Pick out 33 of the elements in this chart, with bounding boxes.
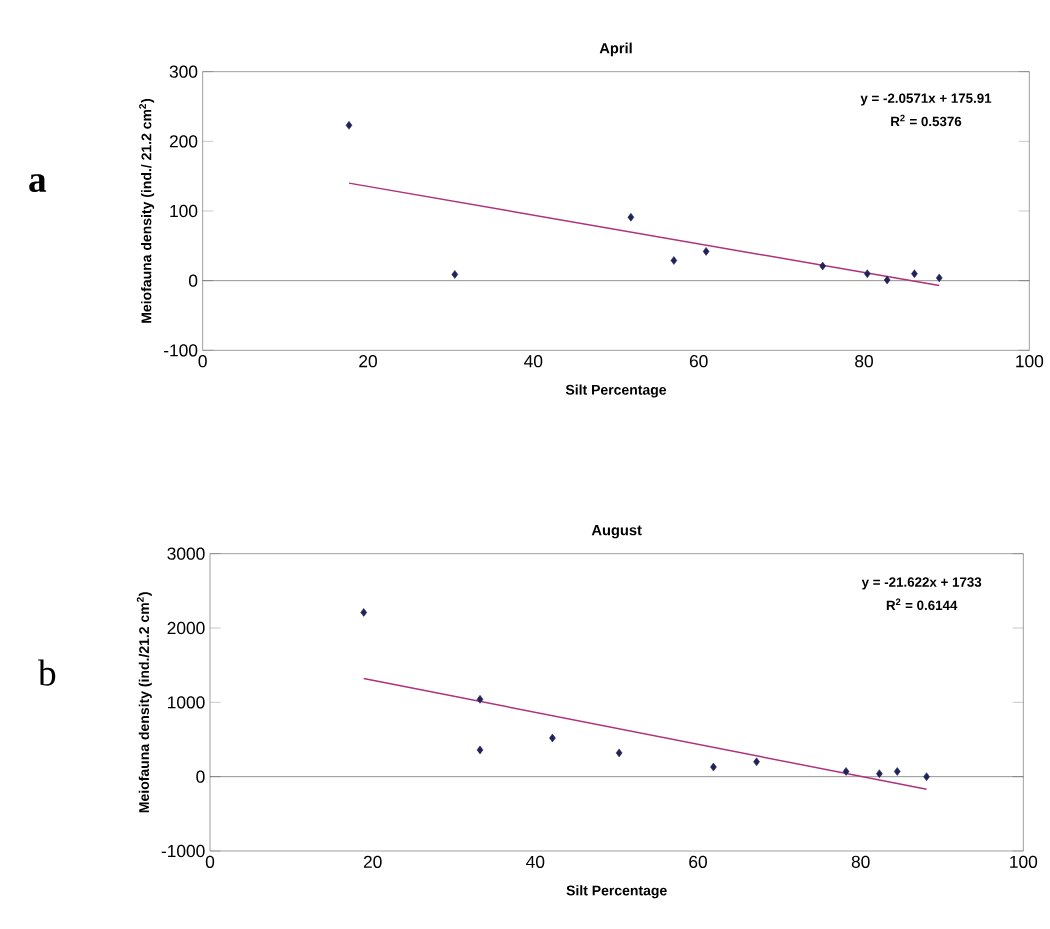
x-axis-title: Silt Percentage xyxy=(566,885,667,899)
x-tick-label: 20 xyxy=(363,855,382,868)
x-tick-label: 100 xyxy=(1010,855,1038,868)
y-tick-label: 100 xyxy=(170,204,198,218)
y-tick-label: -1000 xyxy=(161,844,205,858)
x-tick-label: 100 xyxy=(1016,355,1044,368)
x-tick-label: 0 xyxy=(205,855,215,868)
y-tick-label: -100 xyxy=(164,344,198,357)
x-tick-label: 60 xyxy=(689,355,708,368)
y-axis-title: Meiofauna density (ind./21.2 cm$^{2}$) xyxy=(136,592,152,813)
x-tick-label: 40 xyxy=(524,355,543,368)
annotation: y = -21.622x + 1733 xyxy=(861,577,982,590)
annotation: y = -2.0571x + 175.91 xyxy=(860,93,992,106)
annotation: R$^{2}$ = 0.6144 xyxy=(886,598,958,611)
y-tick-label: 300 xyxy=(169,65,198,78)
y-tick-label: 0 xyxy=(188,274,198,287)
text: a xyxy=(29,174,47,193)
x-tick-label: 20 xyxy=(359,355,377,368)
y-tick-label: 200 xyxy=(169,135,198,148)
y-axis-title: Meiofauna density (ind./ 21.2 cm$^{2}$) xyxy=(139,98,155,323)
x-tick-label: 80 xyxy=(851,855,870,868)
y-tick-label: 1000 xyxy=(168,696,205,709)
y-tick-label: 2000 xyxy=(167,621,205,635)
chart-title: August xyxy=(591,525,642,539)
x-tick-label: 60 xyxy=(689,855,707,868)
chart-title: April xyxy=(599,42,632,57)
text: b xyxy=(38,659,56,686)
annotation: R$^{2}$ = 0.5376 xyxy=(891,114,962,127)
y-tick-label: 0 xyxy=(196,770,205,783)
y-tick-label: 3000 xyxy=(167,547,205,560)
x-tick-label: 40 xyxy=(526,855,545,868)
x-axis-title: Silt Percentage xyxy=(565,384,667,398)
x-tick-label: 80 xyxy=(855,355,873,368)
